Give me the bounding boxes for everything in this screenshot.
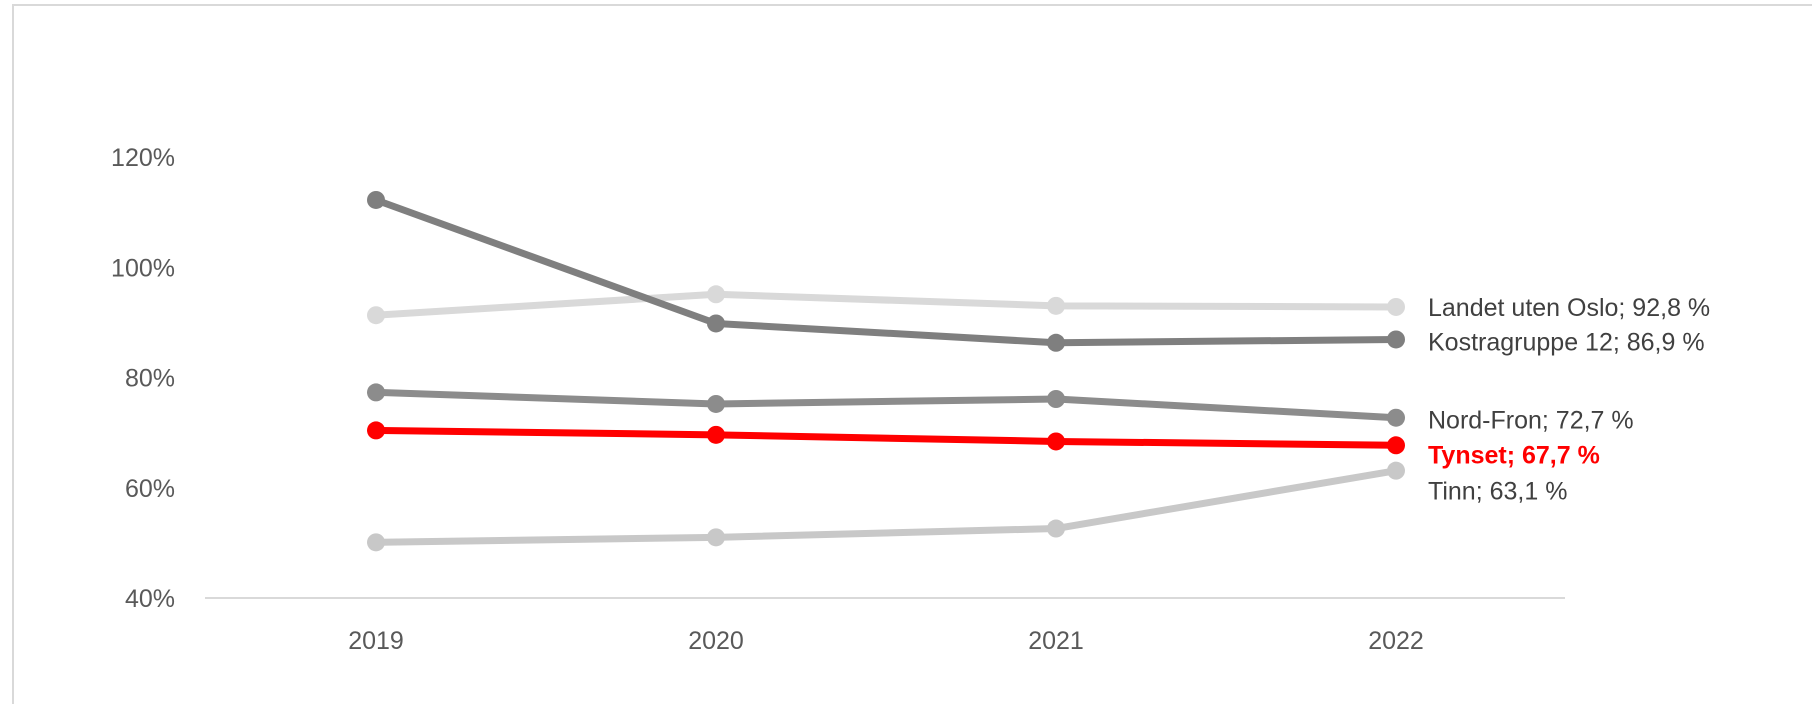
series-line	[372, 426, 1400, 449]
series-line	[372, 196, 1400, 347]
x-tick-label: 2022	[1368, 627, 1424, 655]
series-labels: Landet uten Oslo; 92,8 % Kostragruppe 12;…	[1428, 294, 1710, 506]
series-end-label: Kostragruppe 12; 86,9 %	[1428, 328, 1705, 356]
data-point	[367, 306, 385, 325]
data-point	[367, 421, 385, 440]
data-point	[1387, 297, 1405, 316]
series-lines	[367, 190, 1405, 552]
data-point	[707, 314, 725, 333]
y-tick-label: 120%	[111, 144, 175, 172]
x-tick-label: 2020	[688, 627, 744, 655]
y-tick-label: 100%	[111, 254, 175, 282]
series-line	[372, 388, 1400, 422]
series-end-label: Nord-Fron; 72,7 %	[1428, 407, 1634, 435]
data-point	[707, 285, 725, 304]
data-point	[1387, 408, 1405, 427]
x-axis-ticks: 2019 2020 2021 2022	[348, 627, 1424, 655]
series-nord-fron	[367, 383, 1405, 427]
y-tick-label: 40%	[125, 585, 175, 613]
data-point	[1047, 296, 1065, 315]
series-end-label: Landet uten Oslo; 92,8 %	[1428, 294, 1710, 322]
chart-frame	[12, 4, 1812, 704]
data-point	[1047, 389, 1065, 408]
data-point	[367, 383, 385, 402]
series-kostragruppe-12	[367, 190, 1405, 352]
x-tick-label: 2019	[348, 627, 404, 655]
data-point	[1047, 333, 1065, 352]
series-tinn	[367, 461, 1405, 552]
data-point	[1387, 330, 1405, 349]
y-tick-label: 80%	[125, 365, 175, 393]
data-point	[707, 394, 725, 413]
data-point	[1047, 432, 1065, 451]
y-tick-label: 60%	[125, 475, 175, 503]
data-point	[1387, 461, 1405, 480]
series-end-label: Tinn; 63,1 %	[1428, 478, 1567, 506]
data-point	[1047, 519, 1065, 538]
y-axis-ticks: 40% 60% 80% 100% 120%	[111, 144, 175, 613]
x-tick-label: 2021	[1028, 627, 1084, 655]
data-point	[367, 533, 385, 552]
data-point	[367, 190, 385, 209]
series-line	[372, 290, 1400, 319]
data-point	[707, 528, 725, 547]
series-landet-uten-oslo	[367, 285, 1405, 325]
series-tynset	[367, 421, 1405, 455]
series-end-label: Tynset; 67,7 %	[1428, 441, 1600, 469]
series-line	[372, 467, 1400, 546]
data-point	[1387, 436, 1405, 455]
data-point	[707, 425, 725, 444]
